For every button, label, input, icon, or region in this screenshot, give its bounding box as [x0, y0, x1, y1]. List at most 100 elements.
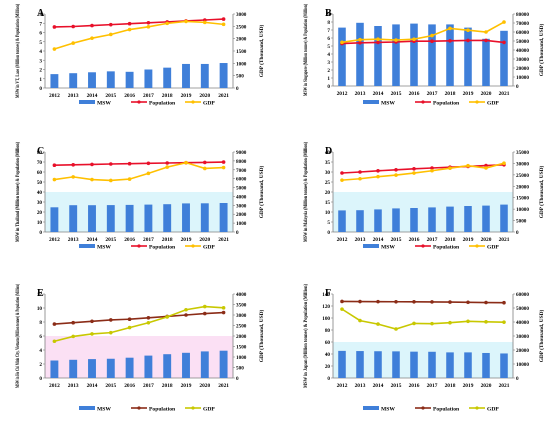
point-population — [90, 23, 94, 28]
legend-label: MSW — [381, 407, 395, 413]
bar-msw — [50, 360, 59, 378]
legend-marker — [191, 100, 195, 104]
x-tick-label: 2013 — [68, 237, 79, 243]
bar-msw — [200, 351, 209, 378]
y2-tick-label: 80000 — [516, 12, 529, 18]
line-population — [341, 164, 505, 174]
x-tick-label: 2020 — [199, 383, 210, 389]
x-tick-label: 2016 — [409, 91, 420, 97]
y-tick-label: 8 — [39, 12, 42, 18]
bar-msw — [163, 354, 172, 378]
bar-msw — [464, 27, 472, 87]
y2-tick-label: 500 — [236, 366, 244, 372]
bar-msw — [219, 63, 228, 88]
legend-marker — [137, 100, 141, 104]
point-population — [340, 299, 344, 304]
bar-msw — [410, 23, 418, 87]
point-population — [358, 299, 362, 304]
y-axis-label: MSW in Japan (Million tonnes) & Populati… — [302, 284, 309, 388]
y2-tick-label: 40000 — [516, 320, 529, 326]
legend-label: GDP — [487, 407, 499, 413]
point-gdp — [340, 40, 344, 45]
line-gdp — [54, 305, 224, 343]
legend-marker — [421, 406, 425, 410]
legend-label: Population — [433, 245, 460, 251]
point-gdp — [52, 177, 57, 182]
point-population — [466, 300, 470, 305]
x-tick-label: 2021 — [499, 91, 510, 97]
y-axis-label: MSW in Singapore (Million tonnes) & Popu… — [302, 4, 309, 96]
point-gdp — [203, 304, 207, 309]
point-gdp — [340, 307, 344, 311]
y-tick-label: 5 — [327, 220, 330, 226]
line-gdp — [54, 20, 224, 50]
y2-tick-label: 2000 — [236, 334, 247, 340]
point-gdp — [90, 36, 94, 40]
legend-label: MSW — [97, 245, 111, 251]
y-tick-label: 4 — [327, 52, 330, 58]
y2-axis-label: GDP (Thousand, USD) — [538, 24, 545, 77]
legend-label: GDP — [487, 101, 499, 107]
point-population — [146, 20, 151, 25]
x-tick-label: 2019 — [463, 383, 474, 389]
point-population — [71, 320, 75, 325]
bar-msw — [446, 352, 454, 378]
y-tick-label: 60 — [325, 340, 331, 346]
line-gdp — [341, 21, 505, 44]
x-tick-label: 2013 — [68, 383, 79, 389]
x-tick-label: 2018 — [445, 383, 456, 389]
legend-swatch-msw — [79, 244, 95, 248]
point-gdp — [502, 161, 506, 165]
bar-msw — [392, 351, 400, 378]
legend-label: MSW — [381, 245, 395, 251]
y2-tick-label: 3000 — [236, 203, 247, 209]
x-tick-label: 2016 — [409, 237, 420, 243]
chart-panel-b: 0 1 2 3 4 5 6 7 8 9 0 10000 20000 30000 40000 50000 6000… — [302, 4, 545, 107]
x-tick-label: 2015 — [391, 91, 402, 97]
bar-msw — [106, 205, 115, 232]
y-tick-label: 2 — [39, 362, 42, 368]
point-gdp — [221, 22, 226, 27]
bar-msw — [446, 24, 454, 86]
point-gdp — [71, 175, 75, 179]
x-tick-label: 2016 — [124, 383, 135, 389]
y2-tick-label: 1000 — [236, 355, 247, 361]
x-tick-label: 2019 — [181, 93, 192, 99]
y-tick-label: 2 — [327, 68, 330, 74]
x-tick-label: 2020 — [199, 237, 210, 243]
point-population — [109, 318, 113, 322]
legend-label: MSW — [97, 101, 111, 107]
y2-tick-label: 35000 — [516, 150, 529, 156]
y-tick-label: 8 — [327, 20, 330, 26]
point-gdp — [466, 28, 470, 32]
bar-msw — [144, 355, 153, 378]
y-tick-label: 35 — [325, 160, 331, 166]
bar-msw — [219, 203, 228, 232]
legend-label: Population — [149, 245, 176, 251]
point-gdp — [448, 26, 452, 31]
point-gdp — [146, 25, 151, 29]
y-tick-label: 0 — [327, 376, 330, 382]
point-gdp — [203, 20, 207, 25]
x-tick-label: 2019 — [463, 237, 474, 243]
panel-letter: B — [325, 8, 332, 19]
y-tick-label: 12 — [37, 292, 43, 298]
point-gdp — [376, 37, 380, 41]
y2-tick-label: 1500 — [236, 345, 247, 351]
x-tick-label: 2014 — [87, 93, 98, 99]
x-tick-label: 2018 — [445, 237, 456, 243]
point-population — [448, 39, 452, 43]
point-population — [394, 299, 398, 304]
y2-tick-label: 3000 — [236, 313, 247, 319]
point-population — [109, 22, 113, 27]
bar-msw — [500, 204, 508, 232]
x-tick-label: 2021 — [499, 383, 510, 389]
point-gdp — [376, 174, 380, 179]
y2-tick-label: 3000 — [236, 12, 247, 18]
legend-swatch-msw — [363, 406, 379, 410]
bar-msw — [69, 359, 78, 378]
y-tick-label: 0 — [39, 376, 42, 382]
x-tick-label: 2021 — [218, 383, 229, 389]
y2-tick-label: 2000 — [236, 212, 247, 218]
point-gdp — [412, 321, 416, 326]
